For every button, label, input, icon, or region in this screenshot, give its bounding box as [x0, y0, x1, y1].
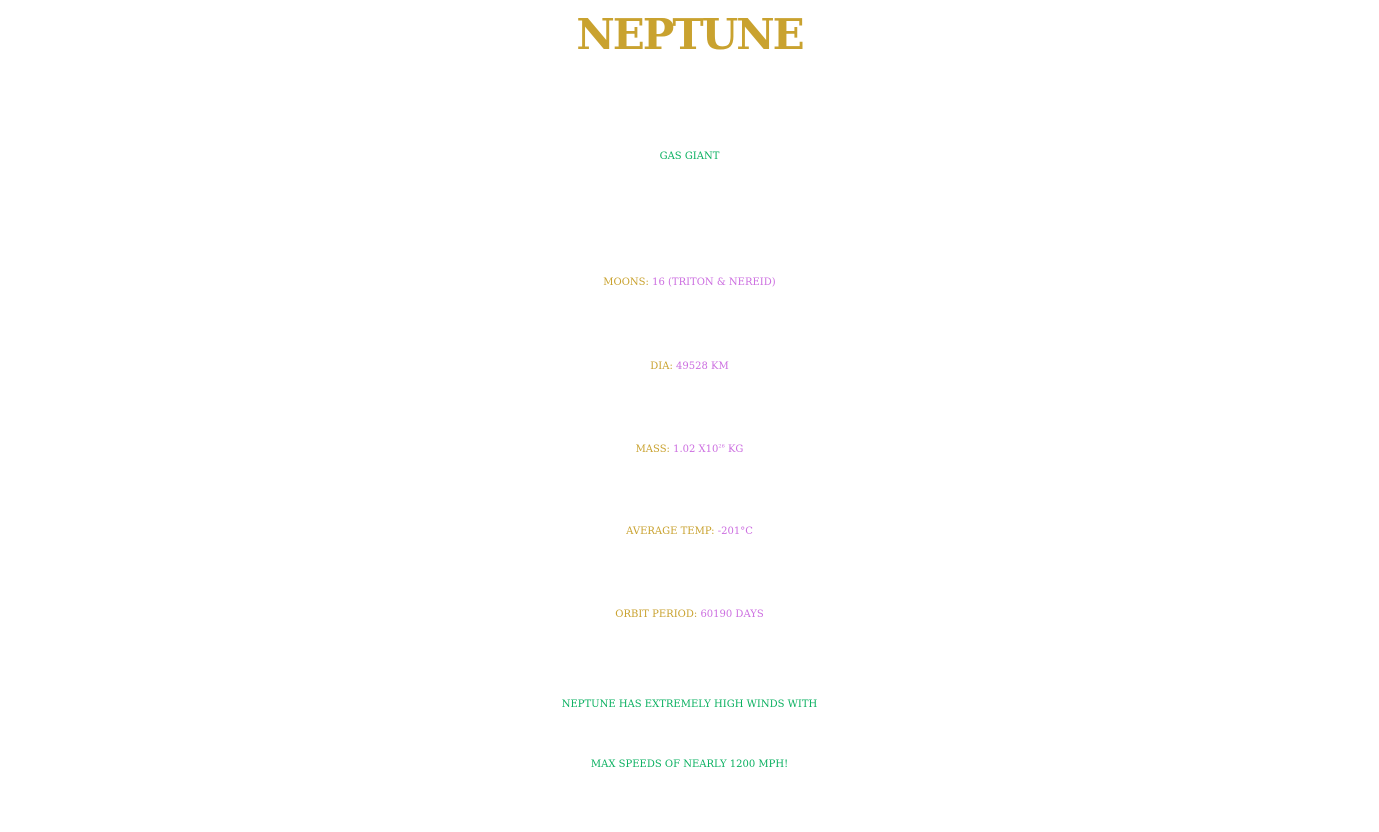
- fact-mass-value-base: 1.02 X10: [673, 444, 719, 455]
- fun-fact-line-2: MAX SPEEDS OF NEARLY 1200 MPH!: [590, 759, 789, 770]
- fact-mass-exponent: 26: [718, 443, 725, 450]
- fact-mass-unit: KG: [724, 444, 744, 455]
- fact-moons-value: 16 (TRITON & NEREID): [652, 277, 776, 288]
- planet-title: NEPTUNE: [576, 10, 804, 59]
- fact-diameter-value: 49528 KM: [676, 361, 729, 372]
- fact-temperature-label: AVERAGE TEMP:: [626, 526, 718, 537]
- fact-temperature: AVERAGE TEMP: -201°C: [0, 527, 1379, 537]
- fact-orbit: ORBIT PERIOD: 60190 DAYS: [0, 610, 1379, 620]
- fact-orbit-label: ORBIT PERIOD:: [615, 609, 701, 620]
- planet-type: GAS GIANT: [659, 151, 720, 162]
- fact-orbit-value: 60190 DAYS: [700, 609, 764, 620]
- fact-moons: MOONS: 16 (TRITON & NEREID): [0, 278, 1379, 288]
- fact-mass-label: MASS:: [635, 444, 674, 455]
- fun-fact-line-1: NEPTUNE HAS EXTREMELY HIGH WINDS WITH: [561, 699, 818, 710]
- fact-temperature-value: -201°C: [717, 526, 753, 537]
- fact-diameter: DIA: 49528 KM: [0, 362, 1379, 372]
- fact-mass: MASS: 1.02 X1026 KG: [0, 443, 1379, 455]
- fact-moons-label: MOONS:: [603, 277, 653, 288]
- fact-diameter-label: DIA:: [650, 361, 677, 372]
